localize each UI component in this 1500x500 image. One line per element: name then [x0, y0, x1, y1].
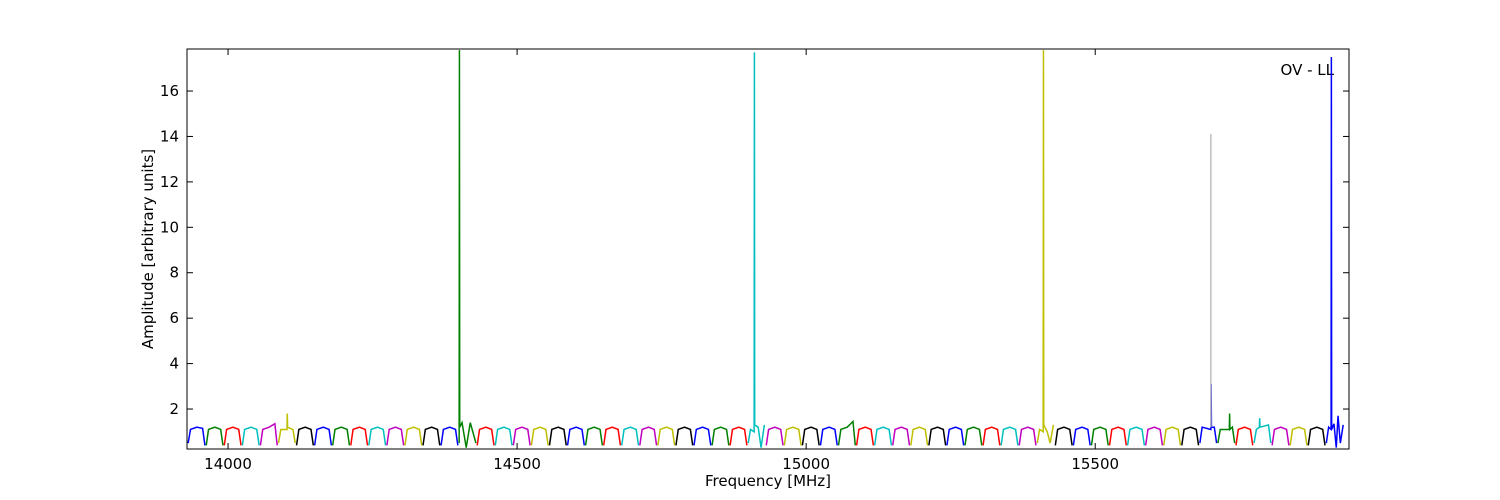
y-tick-label: 14 — [160, 127, 179, 145]
series-line — [946, 426, 965, 446]
series-line — [422, 426, 441, 446]
series-line — [747, 52, 766, 448]
annotation: OV - LL — [1281, 61, 1335, 79]
series-line — [1144, 426, 1164, 446]
series-line — [675, 426, 694, 446]
series-line — [205, 426, 224, 446]
series-line — [1054, 426, 1073, 446]
series-line — [928, 426, 947, 446]
series-line — [765, 426, 784, 446]
series-line — [801, 426, 820, 446]
series-line — [1018, 426, 1037, 446]
series-line — [458, 50, 477, 448]
y-tick-label: 6 — [169, 309, 179, 327]
series-line — [602, 426, 622, 446]
series-line — [331, 426, 351, 446]
series-line — [223, 426, 242, 446]
series-line — [1307, 426, 1326, 446]
series-line — [1181, 426, 1200, 446]
series-line — [657, 426, 676, 446]
y-tick-label: 16 — [160, 82, 179, 100]
series-line — [548, 426, 567, 446]
series-line — [512, 426, 531, 446]
y-tick-label: 2 — [169, 400, 179, 418]
series-line — [855, 426, 875, 446]
series-line — [530, 426, 549, 446]
series-line — [711, 426, 730, 446]
series-line — [584, 426, 604, 446]
series-line — [1126, 426, 1146, 446]
series-line — [620, 426, 640, 446]
series-line — [259, 422, 278, 446]
series-line — [440, 426, 459, 446]
series-line — [783, 426, 802, 446]
series-line — [982, 426, 1001, 446]
series-line — [350, 426, 369, 446]
series-line — [476, 426, 495, 446]
y-axis-label: Amplitude [arbitrary units] — [139, 149, 157, 349]
x-axis-label: Frequency [MHz] — [705, 472, 831, 490]
series-line — [386, 426, 405, 446]
series-line — [1271, 426, 1290, 446]
series-line — [313, 426, 333, 446]
series-line — [187, 426, 206, 446]
series-line — [729, 426, 748, 446]
y-tick-label: 12 — [160, 173, 179, 191]
series-line — [368, 426, 387, 446]
series-line — [1217, 413, 1236, 444]
series-line — [494, 426, 513, 446]
series-line — [1090, 426, 1109, 446]
series-line — [295, 426, 315, 446]
series-line — [1036, 50, 1055, 444]
series-line — [277, 413, 296, 444]
series-line — [837, 419, 857, 446]
series-line — [566, 426, 586, 446]
x-tick-label: 14000 — [204, 455, 252, 473]
series-line — [1108, 426, 1128, 446]
x-tick-label: 15500 — [1071, 455, 1119, 473]
series-line — [910, 426, 929, 446]
series-line — [964, 426, 983, 446]
y-tick-label: 10 — [160, 218, 179, 236]
series-line — [1235, 426, 1254, 446]
x-tick-label: 15000 — [782, 455, 830, 473]
series-line — [693, 426, 712, 446]
y-tick-label: 4 — [169, 355, 179, 373]
series-line — [819, 426, 838, 446]
series-line — [241, 426, 260, 446]
series-line — [891, 426, 911, 446]
series-line — [1000, 426, 1019, 446]
series-line — [1325, 56, 1344, 448]
y-tick-label: 8 — [169, 264, 179, 282]
series-line — [873, 426, 893, 446]
series-line — [639, 426, 658, 446]
series-line — [1199, 384, 1218, 444]
series-line — [1072, 426, 1091, 446]
series-line — [1162, 426, 1182, 446]
series-line — [1253, 418, 1272, 444]
series-line — [404, 426, 423, 446]
x-tick-label: 14500 — [493, 455, 541, 473]
series-line — [1289, 426, 1308, 446]
plot-frame — [186, 48, 1350, 450]
